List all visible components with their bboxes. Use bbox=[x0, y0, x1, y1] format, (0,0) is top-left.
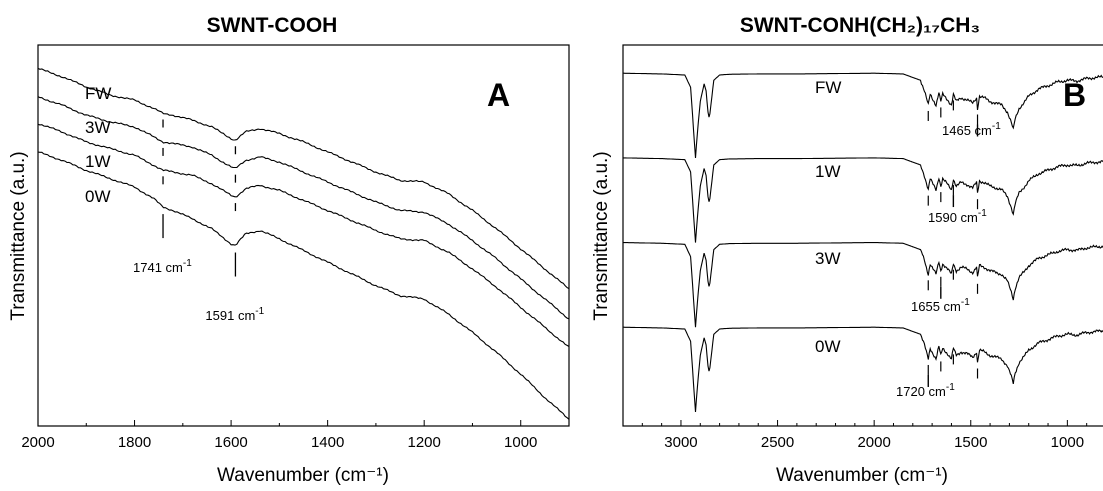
annotation-label: 1591 cm-1 bbox=[205, 306, 264, 323]
series-label: 1W bbox=[815, 162, 841, 181]
annotation-label: 1720 cm-1 bbox=[896, 382, 955, 399]
x-axis-title: Wavenumber (cm⁻¹) bbox=[776, 465, 948, 486]
x-tick-label: 1800 bbox=[118, 434, 151, 451]
annotation-label: 1741 cm-1 bbox=[133, 258, 192, 275]
x-tick-label: 2500 bbox=[761, 434, 794, 451]
plot-frame bbox=[622, 44, 1103, 427]
series-label: 3W bbox=[85, 118, 111, 137]
series-group: FW 1W 3W 0W bbox=[623, 72, 1103, 412]
series-line bbox=[37, 151, 570, 420]
series-label: 0W bbox=[85, 187, 111, 206]
x-tick-label: 1500 bbox=[954, 434, 987, 451]
series-line bbox=[37, 96, 570, 320]
series-label: 3W bbox=[815, 249, 841, 268]
panel-b: SWNT-CONH(CH₂)₁₇CH₃ B Transmittance (a.u… bbox=[591, 14, 1103, 486]
chart-title: SWNT-CONH(CH₂)₁₇CH₃ bbox=[740, 14, 980, 37]
panel-a: SWNT-COOH A Transmittance (a.u.) Wavenum… bbox=[8, 14, 570, 486]
series-line bbox=[623, 157, 1103, 243]
y-axis-title: Transmittance (a.u.) bbox=[8, 151, 29, 320]
x-tick-label: 1400 bbox=[311, 434, 344, 451]
series-line bbox=[37, 67, 570, 290]
series-line bbox=[623, 72, 1103, 158]
plot-frame bbox=[37, 44, 570, 427]
y-axis-title: Transmittance (a.u.) bbox=[591, 151, 612, 320]
annotation-label: 1590 cm-1 bbox=[928, 208, 987, 225]
panel-label: B bbox=[1063, 77, 1086, 113]
x-tick-label: 1000 bbox=[504, 434, 537, 451]
x-tick-label: 1000 bbox=[1051, 434, 1084, 451]
x-ticks: 2000 1800 1600 1400 1200 1000 bbox=[21, 420, 570, 451]
series-line bbox=[623, 326, 1103, 412]
x-tick-label: 2000 bbox=[857, 434, 890, 451]
annotations: 1465 cm-1 1590 cm-1 1655 cm-1 1720 cm-1 bbox=[896, 121, 1001, 399]
series-label: FW bbox=[815, 78, 841, 97]
annotation-label: 1465 cm-1 bbox=[942, 121, 1001, 138]
x-tick-label: 1600 bbox=[214, 434, 247, 451]
series-label: 0W bbox=[815, 337, 841, 356]
series-line bbox=[37, 123, 570, 347]
series-line bbox=[623, 242, 1103, 328]
annotations: 1741 cm-1 1591 cm-1 bbox=[133, 214, 265, 323]
x-ticks: 3000 2500 2000 1500 1000 bbox=[622, 420, 1088, 451]
series-group: FW 3W 1W 0W bbox=[37, 67, 570, 420]
panel-label: A bbox=[487, 77, 510, 113]
x-tick-label: 1200 bbox=[407, 434, 440, 451]
x-tick-label: 3000 bbox=[664, 434, 697, 451]
x-axis-title: Wavenumber (cm⁻¹) bbox=[217, 465, 389, 486]
x-tick-label: 2000 bbox=[21, 434, 54, 451]
series-label: FW bbox=[85, 84, 111, 103]
chart-title: SWNT-COOH bbox=[207, 14, 338, 37]
series-label: 1W bbox=[85, 152, 111, 171]
annotation-label: 1655 cm-1 bbox=[911, 297, 970, 314]
